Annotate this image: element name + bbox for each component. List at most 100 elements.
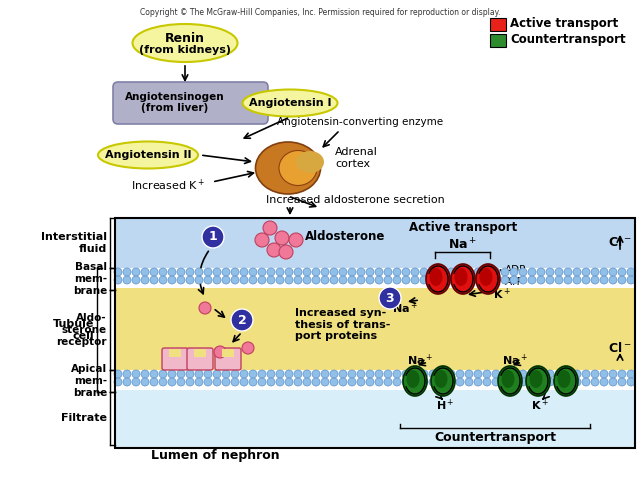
Circle shape (168, 268, 176, 276)
Circle shape (456, 276, 464, 284)
Ellipse shape (451, 264, 475, 294)
Circle shape (573, 370, 581, 378)
Circle shape (213, 370, 221, 378)
Text: H$^+$: H$^+$ (436, 397, 454, 413)
Circle shape (132, 276, 140, 284)
Circle shape (510, 370, 518, 378)
Circle shape (384, 276, 392, 284)
Circle shape (150, 370, 158, 378)
Circle shape (249, 276, 257, 284)
Circle shape (420, 378, 428, 386)
Ellipse shape (255, 142, 321, 194)
Circle shape (402, 378, 410, 386)
Circle shape (159, 370, 167, 378)
Ellipse shape (426, 264, 450, 294)
Circle shape (483, 370, 491, 378)
Circle shape (114, 268, 122, 276)
Circle shape (267, 370, 275, 378)
Circle shape (195, 370, 203, 378)
Bar (194, 349, 206, 357)
Circle shape (195, 276, 203, 284)
Circle shape (141, 276, 149, 284)
Circle shape (321, 268, 329, 276)
Bar (115, 390, 635, 448)
Circle shape (231, 370, 239, 378)
Circle shape (573, 268, 581, 276)
Circle shape (276, 276, 284, 284)
Circle shape (258, 268, 266, 276)
Circle shape (289, 233, 303, 247)
Circle shape (384, 378, 392, 386)
Circle shape (123, 268, 131, 276)
Ellipse shape (454, 268, 467, 286)
FancyBboxPatch shape (187, 348, 213, 370)
FancyBboxPatch shape (162, 348, 188, 370)
Circle shape (492, 378, 500, 386)
Text: Increased syn-
thesis of trans-
port proteins: Increased syn- thesis of trans- port pro… (295, 308, 390, 341)
Ellipse shape (526, 366, 550, 396)
Circle shape (528, 378, 536, 386)
Text: Increased aldosterone secretion: Increased aldosterone secretion (266, 195, 444, 205)
Circle shape (528, 276, 536, 284)
Ellipse shape (296, 151, 324, 173)
Circle shape (357, 378, 365, 386)
Ellipse shape (431, 366, 455, 396)
Circle shape (447, 370, 455, 378)
Circle shape (168, 276, 176, 284)
Circle shape (255, 233, 269, 247)
Circle shape (474, 370, 482, 378)
Circle shape (591, 276, 599, 284)
Circle shape (312, 378, 320, 386)
Text: Filtrate: Filtrate (61, 413, 107, 423)
Circle shape (202, 226, 224, 248)
Circle shape (492, 370, 500, 378)
Circle shape (242, 342, 254, 354)
Circle shape (132, 378, 140, 386)
Circle shape (600, 276, 608, 284)
Circle shape (357, 276, 365, 284)
Circle shape (600, 370, 608, 378)
Ellipse shape (429, 268, 442, 286)
Circle shape (141, 378, 149, 386)
Text: Na$^+$: Na$^+$ (449, 237, 477, 252)
Circle shape (213, 276, 221, 284)
Circle shape (420, 370, 428, 378)
Circle shape (186, 268, 194, 276)
Bar (169, 349, 181, 357)
Circle shape (618, 276, 626, 284)
Circle shape (267, 378, 275, 386)
Circle shape (411, 370, 419, 378)
Text: Angiotensin II: Angiotensin II (105, 150, 191, 160)
Circle shape (330, 276, 338, 284)
Circle shape (564, 378, 572, 386)
Circle shape (618, 370, 626, 378)
Circle shape (348, 370, 356, 378)
Circle shape (267, 276, 275, 284)
Text: Renin: Renin (165, 32, 205, 45)
Ellipse shape (476, 264, 500, 294)
Circle shape (357, 370, 365, 378)
Circle shape (618, 378, 626, 386)
Circle shape (375, 378, 383, 386)
Circle shape (195, 378, 203, 386)
Circle shape (582, 370, 590, 378)
Circle shape (279, 245, 293, 259)
Circle shape (438, 276, 446, 284)
Text: Tubule
cell: Tubule cell (52, 319, 94, 341)
Circle shape (600, 268, 608, 276)
Circle shape (285, 276, 293, 284)
Circle shape (222, 268, 230, 276)
Circle shape (204, 268, 212, 276)
Circle shape (249, 268, 257, 276)
Ellipse shape (554, 366, 578, 396)
Circle shape (591, 268, 599, 276)
Circle shape (627, 370, 635, 378)
Text: K$^+$: K$^+$ (493, 287, 511, 301)
Circle shape (411, 268, 419, 276)
Circle shape (141, 370, 149, 378)
Circle shape (357, 268, 365, 276)
FancyBboxPatch shape (113, 82, 268, 124)
Circle shape (321, 378, 329, 386)
Circle shape (501, 276, 509, 284)
Ellipse shape (479, 268, 493, 286)
